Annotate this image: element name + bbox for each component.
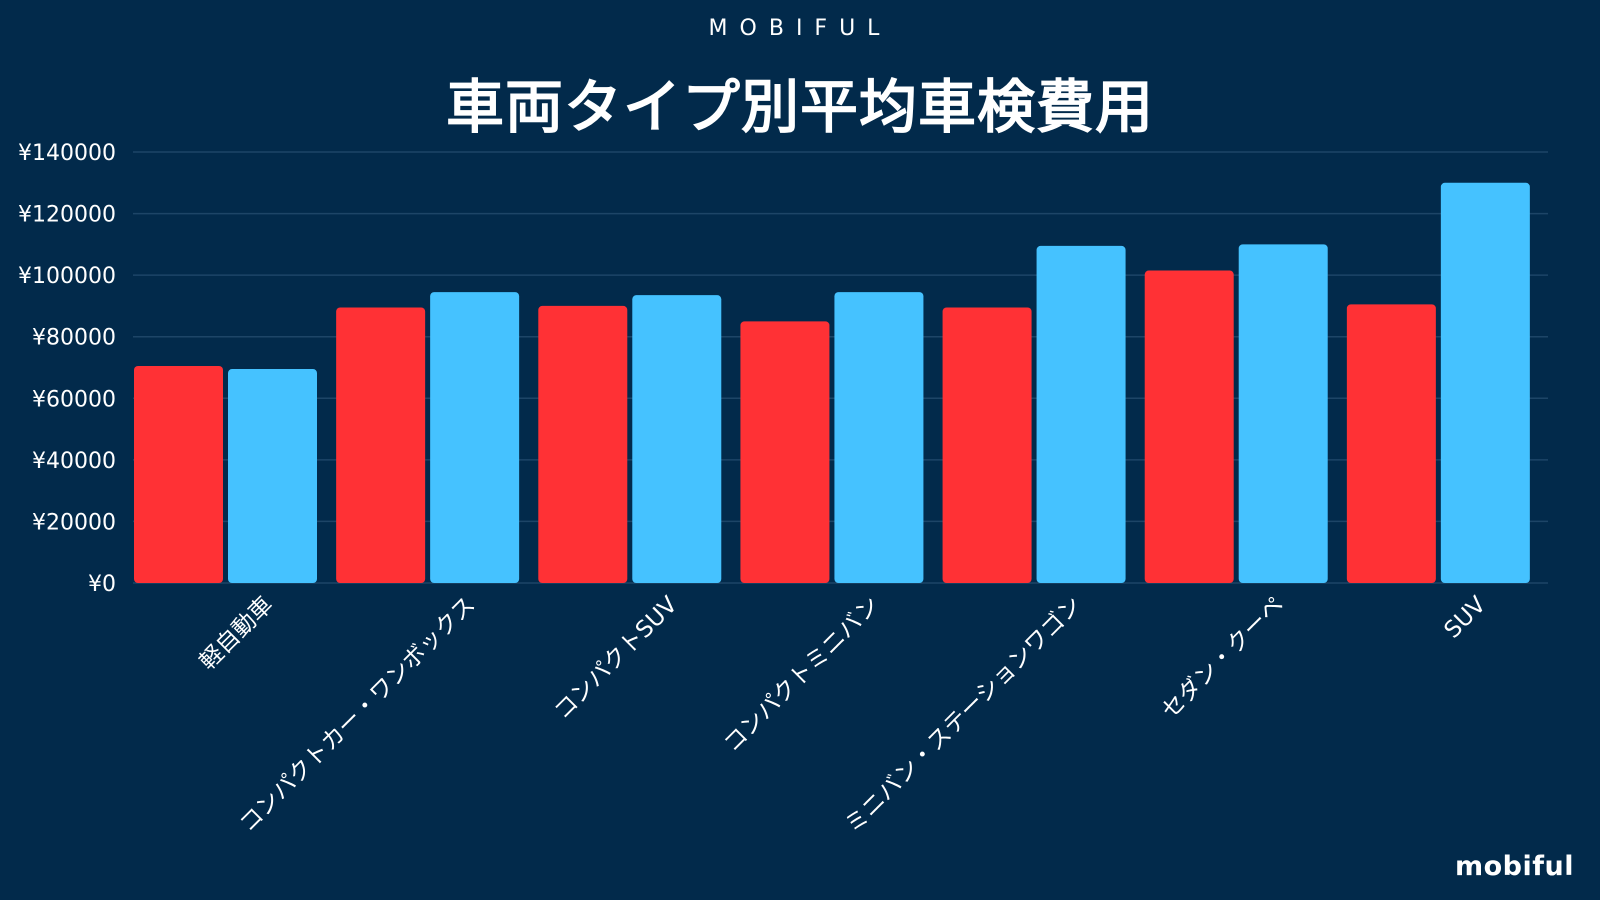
bar-red-4 — [942, 307, 1032, 583]
brand-header: MOBIFUL — [708, 16, 892, 41]
bar-red-6 — [1346, 304, 1436, 583]
bar-red-2 — [538, 305, 628, 583]
bar-blue-2 — [632, 295, 722, 583]
x-tick-label: セダン・クーペ — [1157, 592, 1289, 724]
y-tick-label: ¥120000 — [18, 203, 116, 228]
bars — [134, 182, 1530, 584]
mobiful-logo: mobiful — [1455, 851, 1574, 882]
x-tick-label: ミニバン・ステーションワゴン — [840, 592, 1087, 839]
y-tick-label: ¥140000 — [18, 141, 116, 166]
y-tick-label: ¥0 — [88, 572, 116, 597]
x-tick-label: コンパクトSUV — [550, 592, 683, 725]
y-tick-label: ¥80000 — [32, 326, 116, 351]
bar-red-1 — [336, 307, 426, 583]
bar-blue-0 — [228, 369, 317, 583]
bar-red-5 — [1144, 270, 1234, 583]
bar-blue-6 — [1440, 182, 1530, 584]
y-axis-tick-labels: ¥0 ¥20000 ¥40000 ¥60000 ¥80000 ¥100000 ¥120000… — [18, 141, 116, 597]
bar-blue-4 — [1036, 245, 1126, 583]
y-tick-label: ¥60000 — [32, 387, 116, 412]
bar-red-3 — [740, 321, 830, 583]
y-tick-label: ¥20000 — [32, 510, 116, 535]
x-tick-label: コンパクトミニバン — [719, 592, 885, 758]
chart-title: 車両タイプ別平均車検費用 — [445, 73, 1154, 141]
x-tick-label: 軽自動車 — [195, 592, 278, 675]
bar-blue-1 — [430, 292, 520, 583]
bar-blue-5 — [1238, 244, 1328, 583]
x-tick-label: コンパクトカー・ワンボックス — [235, 592, 481, 838]
y-tick-label: ¥100000 — [18, 264, 116, 289]
x-tick-label: SUV — [1439, 592, 1491, 644]
bar-blue-3 — [834, 292, 924, 583]
bar-red-0 — [134, 365, 223, 583]
y-tick-label: ¥40000 — [32, 449, 116, 474]
